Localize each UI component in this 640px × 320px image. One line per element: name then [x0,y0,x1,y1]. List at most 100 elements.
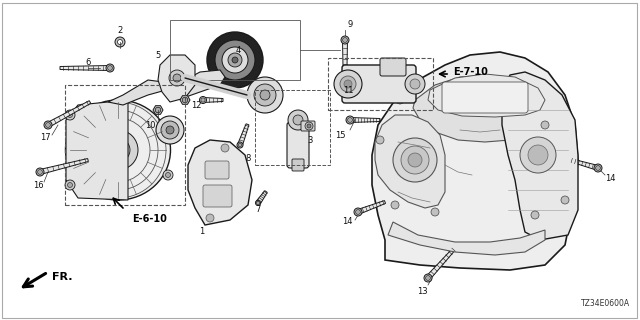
Text: 9: 9 [348,20,353,28]
Text: 13: 13 [417,287,428,297]
Circle shape [341,36,349,44]
FancyBboxPatch shape [205,161,229,179]
Circle shape [307,124,311,128]
Circle shape [342,38,348,43]
Circle shape [346,116,354,124]
Circle shape [561,196,569,204]
FancyBboxPatch shape [380,58,406,76]
Circle shape [106,64,114,72]
Text: 11: 11 [343,85,353,94]
Circle shape [594,164,602,172]
Circle shape [393,138,437,182]
Circle shape [201,98,205,102]
Circle shape [161,121,179,139]
Text: E-7-10: E-7-10 [453,67,488,77]
Circle shape [356,210,360,214]
Circle shape [166,172,170,178]
Circle shape [65,180,75,190]
Circle shape [232,57,238,63]
Circle shape [426,276,431,280]
Circle shape [200,97,207,103]
Text: 15: 15 [335,131,345,140]
Circle shape [221,144,229,152]
Circle shape [38,170,42,174]
Circle shape [118,39,122,44]
Circle shape [410,79,420,89]
Polygon shape [158,55,195,102]
FancyBboxPatch shape [301,121,315,131]
Circle shape [67,182,72,188]
Text: 4: 4 [236,45,241,54]
Text: 5: 5 [156,51,161,60]
Circle shape [207,32,263,88]
Circle shape [173,74,181,82]
FancyBboxPatch shape [203,185,232,207]
Circle shape [408,153,422,167]
Circle shape [156,107,161,113]
Text: 2: 2 [117,26,123,35]
Circle shape [340,76,356,92]
Ellipse shape [65,100,170,200]
Polygon shape [153,106,163,114]
Circle shape [247,77,283,113]
Circle shape [541,121,549,129]
Polygon shape [256,191,268,204]
Polygon shape [60,66,110,70]
Circle shape [156,116,184,144]
Polygon shape [428,74,545,117]
Circle shape [36,168,44,176]
Text: 12: 12 [191,100,201,109]
Text: FR.: FR. [52,272,72,282]
FancyBboxPatch shape [292,159,304,171]
Circle shape [520,137,556,173]
Text: 14: 14 [342,218,352,227]
Text: 17: 17 [40,132,51,141]
Polygon shape [342,40,348,94]
Circle shape [166,126,174,134]
Polygon shape [180,96,190,104]
Circle shape [45,123,51,127]
Circle shape [206,214,214,222]
Text: 1: 1 [200,228,205,236]
Polygon shape [66,100,128,200]
Circle shape [215,40,255,80]
Circle shape [169,70,185,86]
Circle shape [257,202,259,204]
Circle shape [260,90,270,100]
Polygon shape [237,124,249,146]
Polygon shape [47,101,91,127]
Circle shape [228,53,242,67]
Circle shape [113,145,123,155]
Circle shape [401,146,429,174]
Text: 16: 16 [33,180,44,189]
Circle shape [348,118,353,123]
Circle shape [391,201,399,209]
Circle shape [238,143,242,147]
Circle shape [376,136,384,144]
Circle shape [405,74,425,94]
Polygon shape [175,70,225,98]
Circle shape [237,142,243,148]
Text: 6: 6 [85,58,91,67]
Circle shape [531,211,539,219]
Text: TZ34E0600A: TZ34E0600A [581,299,630,308]
Polygon shape [502,72,578,240]
Circle shape [596,166,600,171]
Circle shape [222,47,248,73]
Circle shape [44,121,52,129]
Circle shape [528,145,548,165]
Polygon shape [570,158,598,171]
Text: 3: 3 [307,135,313,145]
Circle shape [67,113,72,117]
Text: 8: 8 [245,154,251,163]
Polygon shape [357,201,385,214]
FancyBboxPatch shape [342,65,416,103]
Circle shape [431,208,439,216]
Polygon shape [426,247,456,280]
Circle shape [334,70,362,98]
Circle shape [396,96,404,104]
Circle shape [424,274,432,282]
Circle shape [293,115,303,125]
Circle shape [254,84,276,106]
Polygon shape [188,140,252,225]
